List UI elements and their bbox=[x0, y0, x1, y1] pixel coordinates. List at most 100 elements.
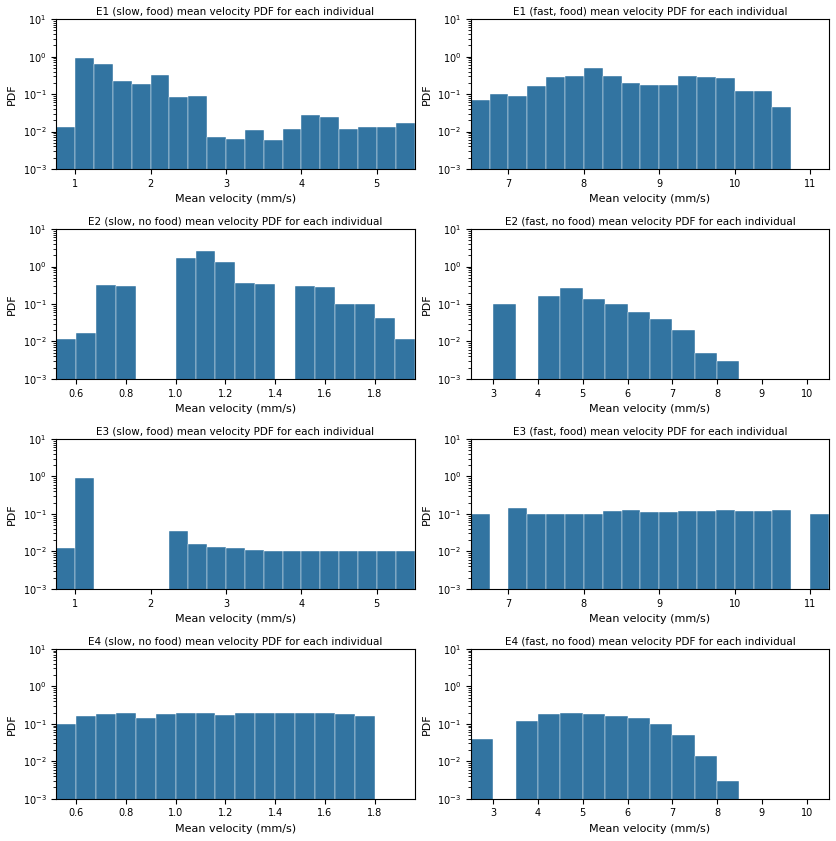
Bar bbox=[295, 286, 315, 841]
Title: E1 (fast, food) mean velocity PDF for each individual: E1 (fast, food) mean velocity PDF for ea… bbox=[512, 7, 788, 17]
Bar bbox=[807, 799, 829, 841]
Bar bbox=[546, 514, 565, 841]
Title: E2 (slow, no food) mean velocity PDF for each individual: E2 (slow, no food) mean velocity PDF for… bbox=[88, 217, 383, 227]
Title: E1 (slow, food) mean velocity PDF for each individual: E1 (slow, food) mean velocity PDF for ea… bbox=[96, 7, 375, 17]
Bar bbox=[339, 129, 358, 841]
X-axis label: Mean velocity (mm/s): Mean velocity (mm/s) bbox=[175, 194, 296, 204]
Bar bbox=[176, 713, 196, 841]
Y-axis label: PDF: PDF bbox=[421, 713, 431, 734]
Bar bbox=[672, 331, 695, 841]
Bar bbox=[583, 299, 605, 841]
Bar bbox=[395, 123, 415, 841]
Bar bbox=[275, 712, 295, 841]
Bar bbox=[697, 77, 716, 841]
X-axis label: Mean velocity (mm/s): Mean velocity (mm/s) bbox=[589, 614, 711, 624]
Bar bbox=[650, 724, 672, 841]
Bar bbox=[150, 75, 170, 841]
Bar bbox=[471, 100, 490, 841]
Bar bbox=[196, 251, 216, 841]
Bar bbox=[650, 319, 672, 841]
Bar bbox=[538, 296, 560, 841]
Bar bbox=[188, 96, 207, 841]
Bar bbox=[75, 58, 94, 841]
Title: E4 (fast, no food) mean velocity PDF for each individual: E4 (fast, no food) mean velocity PDF for… bbox=[504, 637, 795, 647]
Bar bbox=[810, 514, 829, 841]
Bar bbox=[471, 738, 493, 841]
Bar bbox=[740, 799, 762, 841]
Bar bbox=[339, 552, 358, 841]
Bar bbox=[640, 512, 660, 841]
Bar bbox=[295, 713, 315, 841]
Bar bbox=[603, 77, 622, 841]
Bar bbox=[528, 514, 546, 841]
Bar bbox=[716, 78, 735, 841]
Bar bbox=[263, 552, 283, 841]
Bar bbox=[76, 333, 96, 841]
Y-axis label: PDF: PDF bbox=[421, 503, 431, 525]
Bar bbox=[622, 510, 640, 841]
Title: E3 (fast, food) mean velocity PDF for each individual: E3 (fast, food) mean velocity PDF for ea… bbox=[512, 426, 788, 436]
Bar bbox=[546, 77, 565, 841]
Y-axis label: PDF: PDF bbox=[421, 83, 431, 105]
Bar bbox=[471, 514, 490, 841]
Bar bbox=[605, 717, 628, 841]
Bar bbox=[792, 169, 810, 841]
Bar bbox=[283, 129, 301, 841]
Bar bbox=[377, 127, 395, 841]
Bar bbox=[354, 717, 375, 841]
Bar bbox=[538, 714, 560, 841]
Bar bbox=[628, 718, 650, 841]
Bar bbox=[716, 510, 735, 841]
Bar bbox=[490, 589, 508, 841]
Title: E3 (slow, food) mean velocity PDF for each individual: E3 (slow, food) mean velocity PDF for ea… bbox=[96, 426, 375, 436]
Bar bbox=[605, 304, 628, 841]
Bar bbox=[56, 339, 76, 841]
Bar bbox=[320, 117, 339, 841]
Bar bbox=[216, 262, 236, 841]
Bar bbox=[395, 799, 415, 841]
Bar bbox=[375, 799, 395, 841]
Bar bbox=[375, 318, 395, 841]
Bar bbox=[640, 86, 660, 841]
X-axis label: Mean velocity (mm/s): Mean velocity (mm/s) bbox=[175, 614, 296, 624]
Bar bbox=[762, 379, 784, 841]
Bar bbox=[301, 115, 320, 841]
Bar bbox=[377, 552, 395, 841]
Bar bbox=[226, 139, 245, 841]
Bar bbox=[188, 544, 207, 841]
Bar bbox=[255, 284, 275, 841]
Bar bbox=[516, 379, 538, 841]
Bar bbox=[717, 361, 740, 841]
Bar bbox=[628, 312, 650, 841]
Bar bbox=[395, 552, 415, 841]
Bar bbox=[56, 724, 76, 841]
Bar bbox=[113, 82, 131, 841]
Bar bbox=[762, 799, 784, 841]
Bar bbox=[155, 714, 176, 841]
Bar bbox=[772, 107, 792, 841]
Bar bbox=[315, 288, 335, 841]
Bar bbox=[207, 137, 226, 841]
Bar bbox=[560, 713, 583, 841]
Y-axis label: PDF: PDF bbox=[7, 294, 17, 315]
Y-axis label: PDF: PDF bbox=[421, 294, 431, 315]
Bar bbox=[301, 552, 320, 841]
Bar bbox=[131, 83, 150, 841]
Bar bbox=[740, 379, 762, 841]
Bar bbox=[584, 514, 603, 841]
Bar bbox=[508, 96, 528, 841]
Bar bbox=[358, 552, 377, 841]
Bar bbox=[735, 511, 753, 841]
Bar bbox=[94, 589, 113, 841]
Bar bbox=[792, 589, 810, 841]
Bar bbox=[358, 127, 377, 841]
Bar bbox=[678, 511, 697, 841]
Bar bbox=[516, 721, 538, 841]
Bar bbox=[660, 512, 678, 841]
Bar bbox=[660, 86, 678, 841]
Bar bbox=[176, 258, 196, 841]
Bar bbox=[96, 285, 116, 841]
Bar bbox=[135, 379, 155, 841]
Bar bbox=[784, 379, 807, 841]
Bar bbox=[622, 82, 640, 841]
